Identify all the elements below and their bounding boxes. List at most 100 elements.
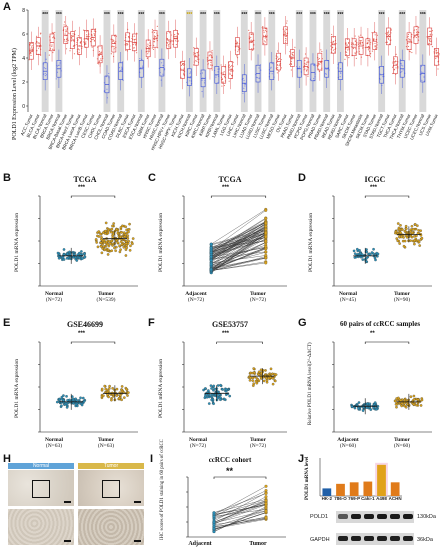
data-point (119, 394, 122, 397)
a-shade (55, 10, 63, 112)
a-dot (133, 46, 135, 49)
a-shade (240, 10, 248, 112)
a-dot (38, 47, 40, 49)
a-dot (113, 49, 115, 51)
data-point (74, 397, 77, 401)
a-dot (211, 69, 213, 71)
a-dot (252, 49, 254, 52)
a-dot (256, 77, 259, 79)
data-point (417, 229, 420, 232)
data-point (125, 246, 128, 250)
a-dot (253, 44, 255, 46)
a-dot (334, 43, 336, 45)
a-dot (231, 68, 233, 70)
a-dot (290, 69, 292, 71)
a-dot (93, 32, 95, 35)
a-dot (113, 46, 115, 48)
a-dot (222, 72, 224, 74)
data-point (372, 406, 375, 410)
a-dot (151, 28, 154, 31)
a-dot (31, 45, 33, 47)
pair-line (211, 222, 266, 253)
panel-f-xlab-tumor: Tumor (N=72) (249, 437, 267, 449)
data-point (118, 244, 121, 248)
a-dot (100, 59, 102, 62)
data-point (131, 242, 134, 246)
a-dot (352, 42, 354, 44)
a-dot (352, 44, 354, 46)
blot-label-pold1: POLD1 (310, 514, 329, 520)
data-point (72, 253, 76, 256)
panel-d-sig: *** (370, 185, 378, 191)
a-dot (86, 34, 88, 36)
ihc-normal-high (8, 509, 74, 545)
a-dot (36, 41, 38, 43)
panel-b-xlab-normal: Normal (N=72) (44, 291, 64, 303)
a-shade (398, 10, 406, 112)
a-dot (153, 31, 156, 34)
a-sig: *** (214, 12, 220, 18)
a-dot (308, 61, 310, 63)
a-dot (409, 38, 411, 41)
a-dot (429, 38, 431, 40)
pair-line (211, 246, 266, 260)
a-dot (69, 33, 71, 35)
a-dot (237, 51, 239, 53)
a-shade (323, 10, 331, 112)
j-category-label: A498 (376, 496, 387, 501)
blot-band (389, 536, 400, 541)
a-dot (112, 39, 114, 41)
data-point (417, 240, 421, 244)
a-dot (91, 34, 93, 36)
data-point (122, 396, 126, 399)
scale-bar-normal-low (64, 501, 71, 503)
a-dot (128, 35, 130, 38)
a-dot (430, 30, 432, 32)
pair-line (213, 500, 267, 516)
a-dot (152, 48, 155, 51)
a-dot (154, 36, 156, 38)
blot-band (376, 536, 387, 541)
a-dot (201, 90, 203, 93)
ihc-tumor-low (78, 470, 144, 506)
a-dot (291, 53, 293, 55)
a-dot (156, 25, 158, 27)
a-dot (222, 81, 224, 83)
a-dot (284, 29, 286, 31)
a-dot (285, 28, 287, 30)
sig-bracket (216, 341, 263, 344)
a-dot (416, 33, 418, 35)
a-dot (367, 41, 369, 43)
a-dot (367, 39, 369, 41)
data-point (255, 381, 259, 385)
a-dot (162, 73, 164, 75)
ihc-tumor-high (78, 509, 144, 545)
a-dot (250, 41, 252, 43)
adjacent-point (209, 255, 213, 259)
panel-i-sig: ** (226, 466, 234, 476)
a-dot (174, 35, 176, 38)
panel-e-sig: *** (78, 331, 86, 337)
sig-bracket (70, 195, 116, 198)
a-dot (229, 66, 231, 68)
a-sig: *** (56, 12, 62, 18)
data-point (104, 387, 108, 391)
panel-i-ylabel: IHC scores of POLD1 staining in 60 pairs… (160, 439, 165, 540)
a-dot (374, 46, 376, 48)
panel-h-micrographs: Normal Tumor (8, 463, 146, 547)
a-dot (186, 81, 188, 83)
a-dot (148, 45, 150, 47)
a-dot (118, 67, 121, 69)
a-dot (369, 53, 372, 55)
a-dot (176, 35, 178, 37)
a-dot (209, 53, 211, 56)
data-point (419, 404, 423, 407)
j-bar (390, 482, 400, 496)
data-point (355, 247, 359, 251)
pair-line (213, 506, 267, 532)
a-dot (135, 38, 137, 40)
a-sig: *** (241, 12, 247, 18)
pair-line (213, 500, 267, 523)
a-dot (429, 42, 431, 44)
data-point (216, 396, 220, 400)
